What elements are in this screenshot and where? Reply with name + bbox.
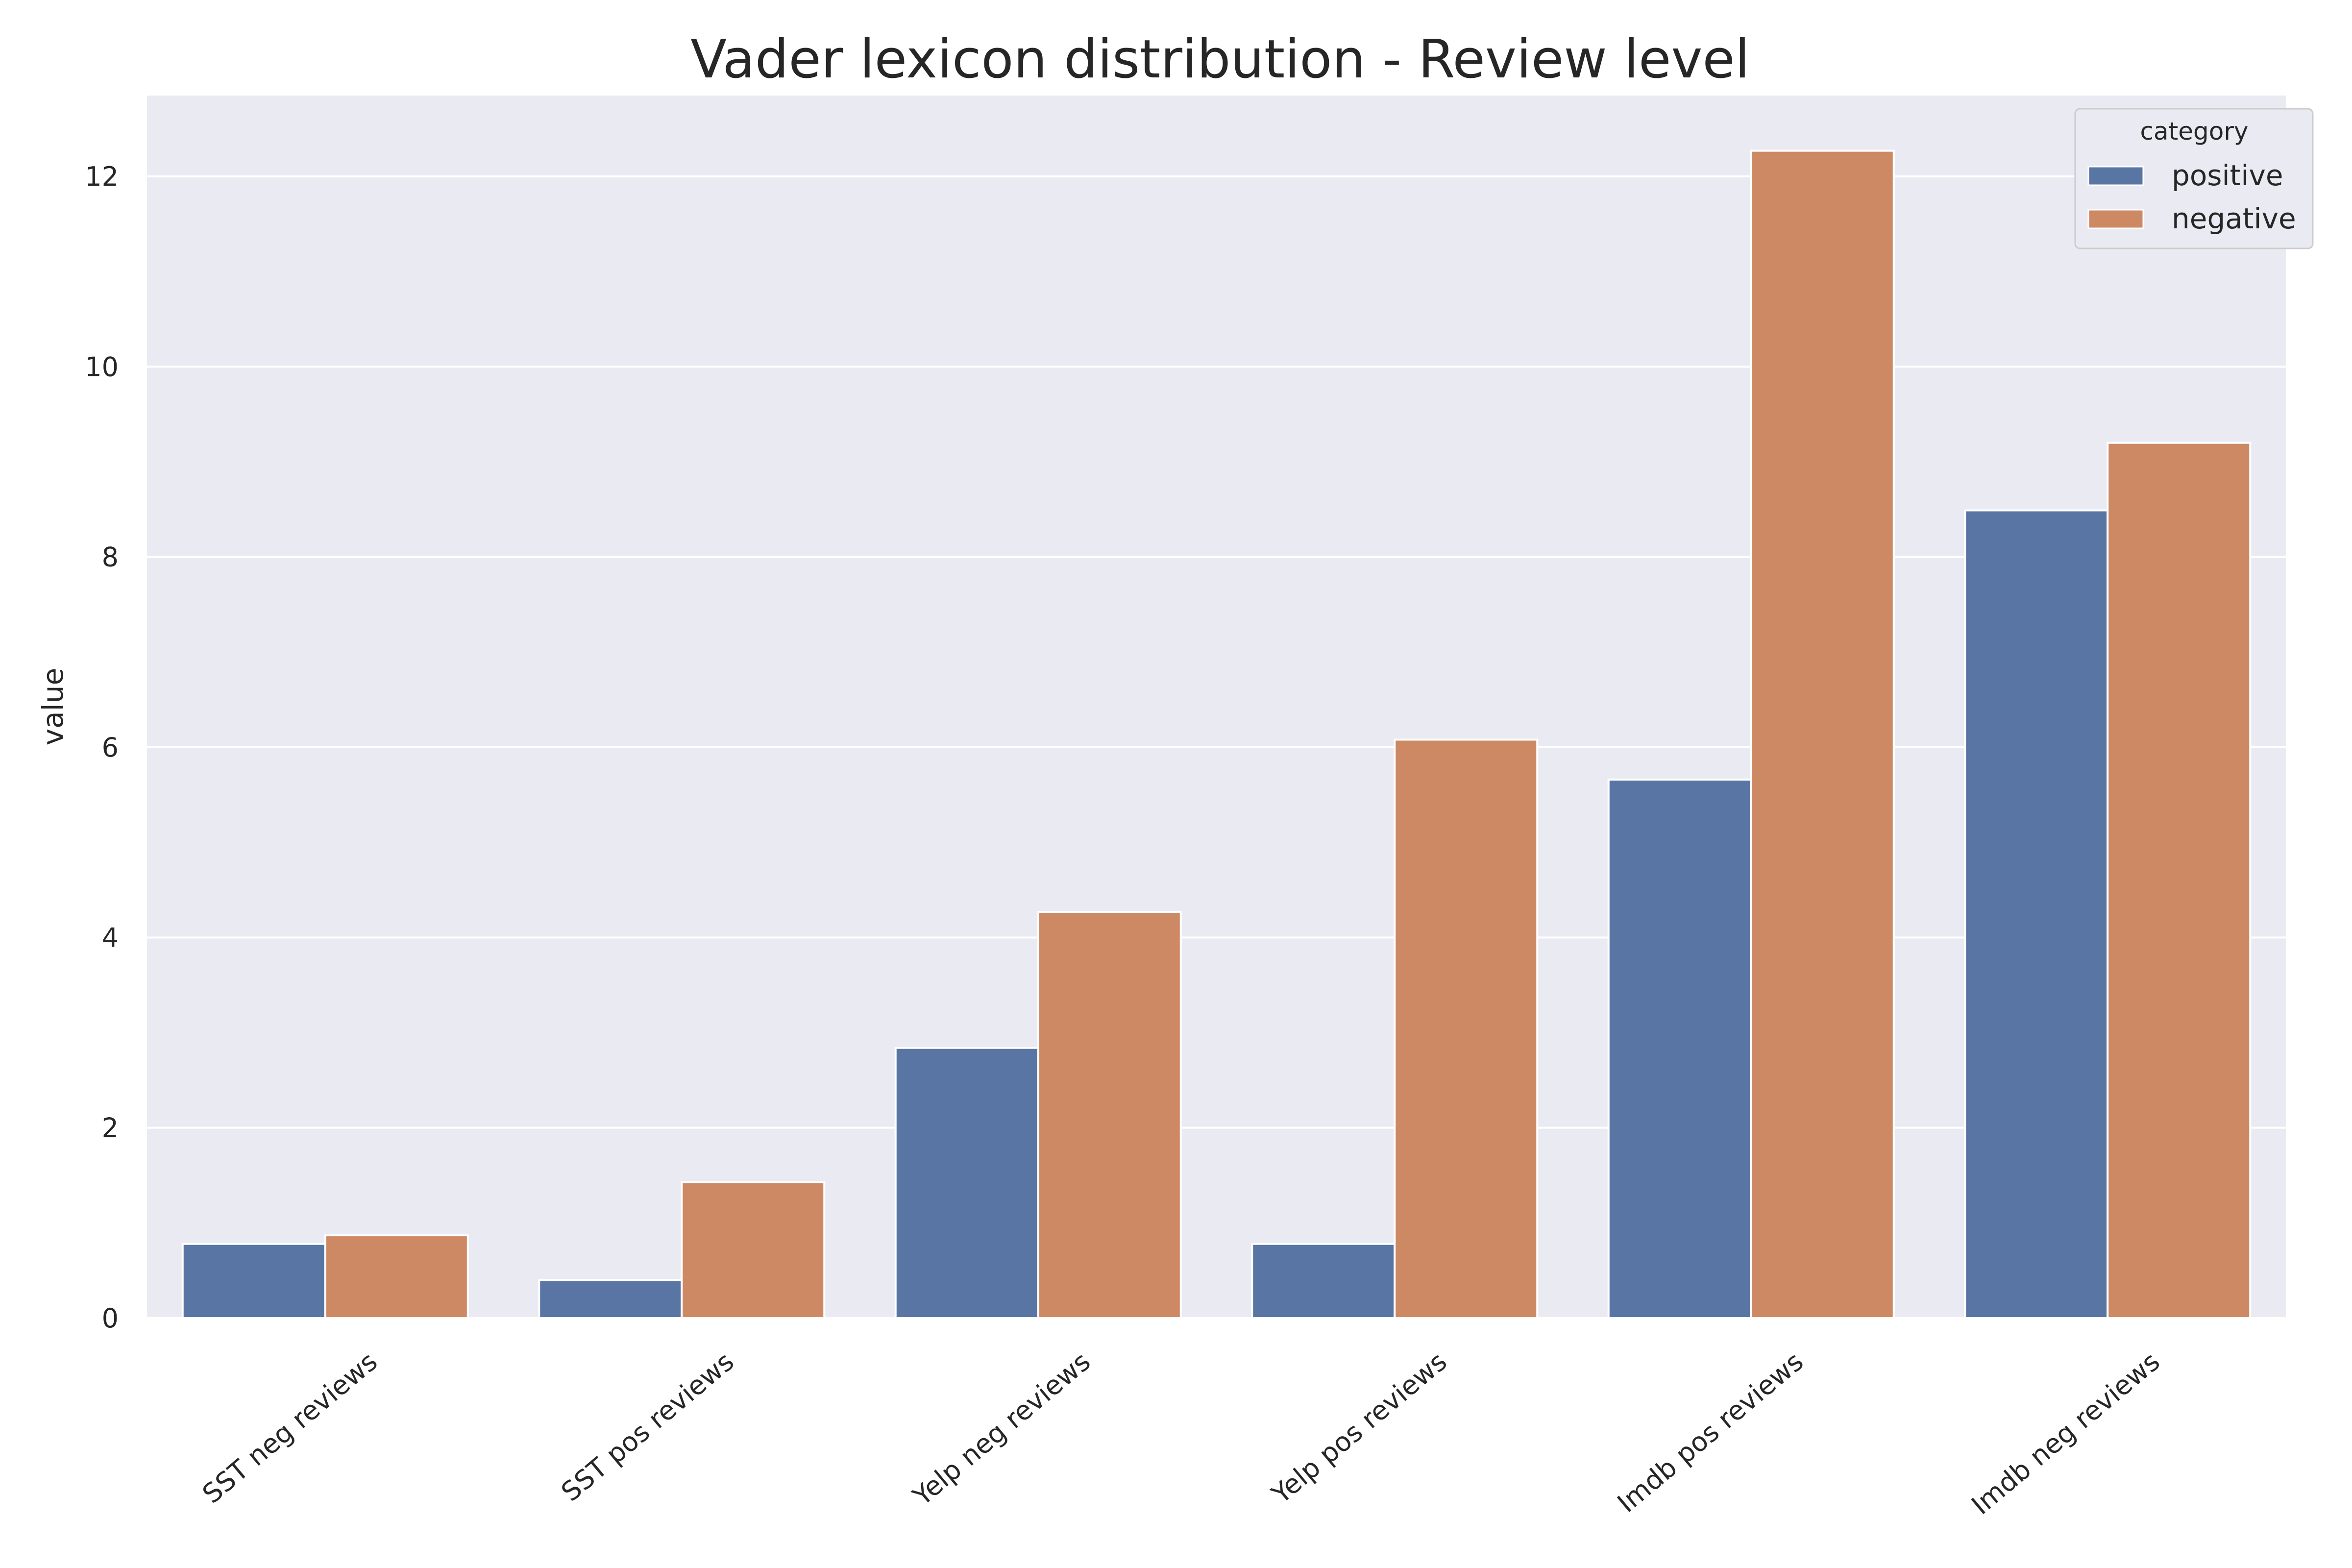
legend-swatch-negative [2087, 209, 2144, 229]
bar-positive-4 [1607, 779, 1752, 1319]
x-tick-labels: SST neg reviews SST pos reviews Yelp neg r… [196, 1346, 2165, 1521]
x-tick-label: Imdb pos reviews [1612, 1346, 1809, 1519]
bar-negative-0 [324, 1234, 469, 1320]
chart-title: Vader lexicon distribution - Review leve… [690, 29, 1750, 90]
legend-swatch-positive [2087, 166, 2144, 186]
bar-negative-4 [1750, 149, 1895, 1320]
bar-negative-3 [1394, 738, 1539, 1319]
x-tick-label: SST neg reviews [196, 1346, 383, 1510]
plot-area [147, 96, 2286, 1318]
bar-negative-1 [681, 1181, 826, 1319]
y-tick-label: 0 [102, 1303, 119, 1334]
y-tick-label: 10 [85, 351, 119, 382]
y-tick-label: 6 [102, 732, 119, 763]
x-tick-label: Yelp neg reviews [906, 1346, 1096, 1512]
y-tick-label: 12 [85, 161, 119, 192]
legend-label-negative: negative [2172, 202, 2296, 235]
bar-negative-2 [1037, 910, 1182, 1319]
bar-positive-1 [538, 1279, 683, 1320]
x-tick-label: Imdb neg reviews [1966, 1346, 2166, 1521]
y-tick-label: 2 [102, 1113, 119, 1144]
grid-lines [147, 175, 2286, 1319]
legend: category positive negative [2074, 108, 2314, 249]
y-axis-label: value [36, 668, 70, 745]
bar-positive-5 [1964, 509, 2109, 1319]
legend-label-positive: positive [2172, 159, 2283, 192]
bar-positive-2 [894, 1047, 1039, 1320]
bars [181, 149, 2252, 1320]
x-tick-label: Yelp pos reviews [1266, 1346, 1453, 1510]
legend-title: category [2140, 117, 2249, 146]
x-tick-label: SST pos reviews [556, 1346, 740, 1508]
bar-positive-3 [1251, 1243, 1396, 1319]
y-tick-label: 8 [102, 542, 119, 573]
y-tick-labels: 0 2 4 6 8 10 12 [85, 161, 119, 1334]
y-tick-label: 4 [102, 922, 119, 953]
bar-positive-0 [181, 1243, 326, 1319]
bar-negative-5 [2107, 441, 2252, 1319]
